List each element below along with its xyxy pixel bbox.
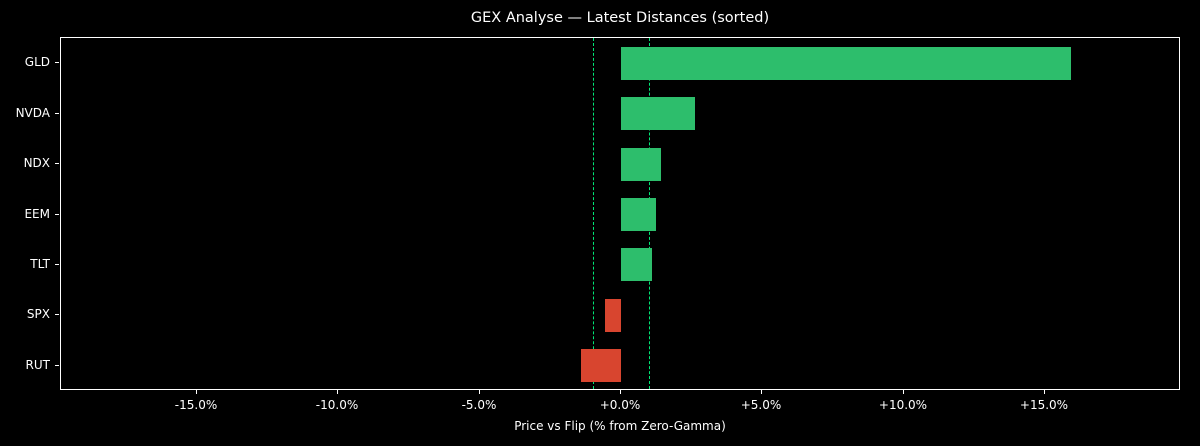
x-tick-label-50: -5.0% bbox=[461, 398, 497, 412]
y-tick-mark bbox=[55, 264, 59, 265]
bar-eem bbox=[621, 198, 657, 231]
chart-title: GEX Analyse — Latest Distances (sorted) bbox=[470, 10, 770, 26]
x-tick-mark bbox=[479, 390, 480, 394]
x-tick-mark bbox=[196, 390, 197, 394]
x-tick-mark bbox=[620, 390, 621, 394]
x-axis-label: Price vs Flip (% from Zero-Gamma) bbox=[514, 419, 726, 433]
y-tick-mark bbox=[55, 113, 59, 114]
x-tick-label-150: -15.0% bbox=[174, 398, 218, 412]
bar-tlt bbox=[621, 248, 653, 281]
bar-nvda bbox=[621, 97, 695, 130]
y-tick-mark bbox=[55, 214, 59, 215]
bar-spx bbox=[605, 299, 621, 332]
plot-area bbox=[60, 37, 1180, 390]
y-tick-label-gld: GLD bbox=[24, 55, 50, 69]
y-tick-label-ndx: NDX bbox=[23, 156, 50, 170]
reference-line-minus1 bbox=[592, 38, 594, 389]
x-tick-label-100: -10.0% bbox=[315, 398, 359, 412]
bar-gld bbox=[621, 47, 1071, 80]
bar-rut bbox=[581, 349, 621, 382]
x-tick-mark bbox=[761, 390, 762, 394]
x-tick-mark bbox=[903, 390, 904, 394]
y-tick-mark bbox=[55, 62, 59, 63]
y-tick-mark bbox=[55, 365, 59, 366]
y-tick-label-eem: EEM bbox=[24, 207, 50, 221]
y-tick-label-rut: RUT bbox=[25, 358, 50, 372]
x-tick-label-50: +5.0% bbox=[740, 398, 782, 412]
y-tick-label-spx: SPX bbox=[26, 307, 50, 321]
y-tick-mark bbox=[55, 163, 59, 164]
y-tick-mark bbox=[55, 314, 59, 315]
x-tick-label-00: +0.0% bbox=[599, 398, 641, 412]
x-tick-mark bbox=[1044, 390, 1045, 394]
x-tick-label-100: +10.0% bbox=[878, 398, 928, 412]
x-tick-mark bbox=[337, 390, 338, 394]
x-tick-label-150: +15.0% bbox=[1019, 398, 1069, 412]
y-tick-label-tlt: TLT bbox=[30, 257, 50, 271]
bar-ndx bbox=[621, 148, 661, 181]
y-tick-label-nvda: NVDA bbox=[15, 106, 50, 120]
